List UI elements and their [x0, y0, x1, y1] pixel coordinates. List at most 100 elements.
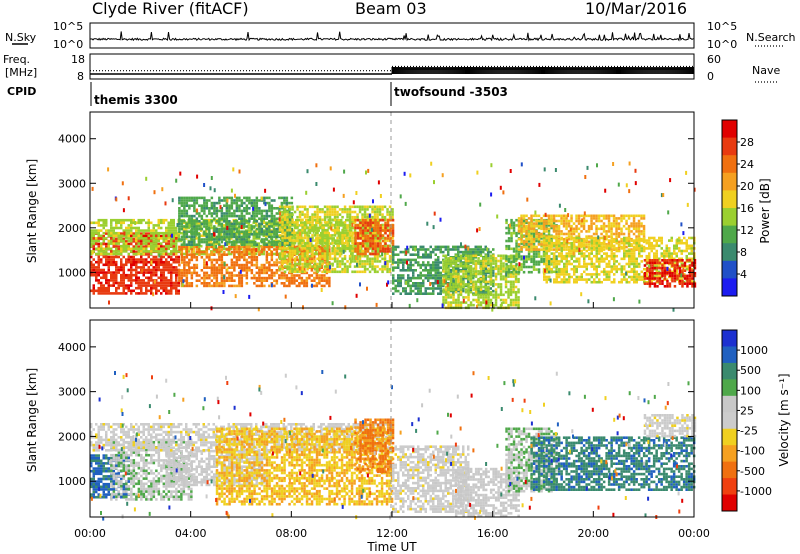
data-cell: [142, 263, 145, 267]
data-cell: [97, 239, 100, 243]
data-cell: [213, 230, 216, 233]
data-cell: [97, 286, 100, 290]
data-cell: [392, 279, 395, 282]
data-cell: [366, 247, 370, 251]
data-cell: [399, 261, 402, 264]
data-cell: [313, 262, 317, 266]
data-cell: [283, 223, 287, 227]
data-cell: [120, 292, 123, 295]
data-cell: [238, 222, 241, 226]
data-cell: [378, 260, 382, 263]
data-cell: [245, 230, 249, 233]
data-cell: [358, 257, 362, 261]
data-cell: [200, 234, 203, 238]
data-cell: [366, 229, 370, 232]
data-cell: [268, 227, 271, 231]
data-cell: [414, 276, 417, 280]
data-cell: [107, 279, 110, 282]
data-cell: [238, 204, 241, 207]
data-cell: [353, 244, 357, 248]
data-cell: [117, 266, 120, 269]
data-cell: [346, 270, 349, 274]
data-cell: [347, 231, 350, 235]
data-cell: [220, 235, 224, 239]
data-cell: [439, 248, 442, 251]
data-cell: [92, 258, 95, 261]
data-cell: [253, 212, 256, 215]
data-cell: [371, 260, 374, 263]
data-cell: [290, 227, 294, 231]
data-cell: [150, 242, 153, 245]
data-cell: [125, 276, 128, 280]
data-cell: [432, 269, 435, 272]
data-cell: [205, 266, 209, 269]
data-cell: [200, 204, 204, 207]
data-cell: [321, 218, 324, 222]
data-cell: [447, 263, 450, 267]
data-cell: [238, 258, 241, 262]
data-cell: [432, 284, 435, 288]
data-cell: [392, 282, 395, 285]
data-cell: [90, 252, 93, 256]
data-cell: [115, 240, 118, 243]
data-cell: [167, 292, 170, 295]
data-cell: [467, 283, 470, 286]
data-cell: [449, 285, 453, 289]
data-cell: [384, 237, 387, 240]
data-cell: [363, 213, 367, 216]
data-cell: [301, 223, 304, 227]
data-cell: [432, 266, 435, 269]
data-cell: [248, 245, 251, 249]
data-cell: [215, 201, 219, 205]
data-cell: [185, 214, 189, 218]
data-cell: [200, 276, 204, 280]
data-cell: [162, 266, 165, 269]
data-cell: [263, 199, 266, 202]
data-cell: [472, 288, 475, 291]
data-cell: [112, 245, 115, 248]
data-cell: [220, 279, 224, 282]
data-cell: [90, 244, 93, 248]
data-cell: [358, 234, 362, 237]
data-cell: [277, 247, 280, 251]
data-cell: [424, 253, 427, 256]
data-cell: [366, 218, 369, 222]
data-cell: [454, 285, 458, 289]
data-cell: [273, 227, 276, 231]
data-cell: [240, 235, 244, 239]
data-cell: [391, 224, 395, 227]
data-cell: [135, 237, 138, 240]
data-cell: [167, 260, 170, 264]
data-cell: [479, 245, 482, 249]
data-cell: [228, 227, 231, 231]
data-cell: [213, 227, 216, 231]
data-cell: [200, 214, 204, 218]
data-cell: [323, 245, 326, 249]
data-cell: [290, 276, 294, 280]
data-cell: [477, 257, 480, 260]
data-cell: [303, 221, 307, 224]
data-cell: [245, 212, 249, 215]
data-cell: [185, 282, 189, 285]
data-cell: [303, 244, 307, 248]
data-cell: [142, 247, 145, 251]
data-cell: [263, 271, 266, 275]
data-cell: [280, 266, 284, 269]
data-cell: [296, 226, 299, 229]
data-cell: [467, 267, 470, 271]
data-cell: [275, 245, 279, 249]
data-cell: [170, 292, 173, 295]
data-cell: [230, 204, 234, 207]
data-cell: [160, 218, 163, 222]
data-cell: [155, 237, 158, 240]
data-cell: [364, 234, 367, 238]
data-cell: [338, 221, 342, 224]
data-cell: [336, 262, 339, 266]
data-cell: [185, 212, 189, 215]
data-cell: [160, 271, 163, 274]
data-cell: [223, 235, 226, 239]
data-cell: [286, 267, 289, 271]
data-cell: [225, 253, 229, 256]
data-cell: [102, 292, 105, 295]
data-cell: [157, 258, 160, 261]
